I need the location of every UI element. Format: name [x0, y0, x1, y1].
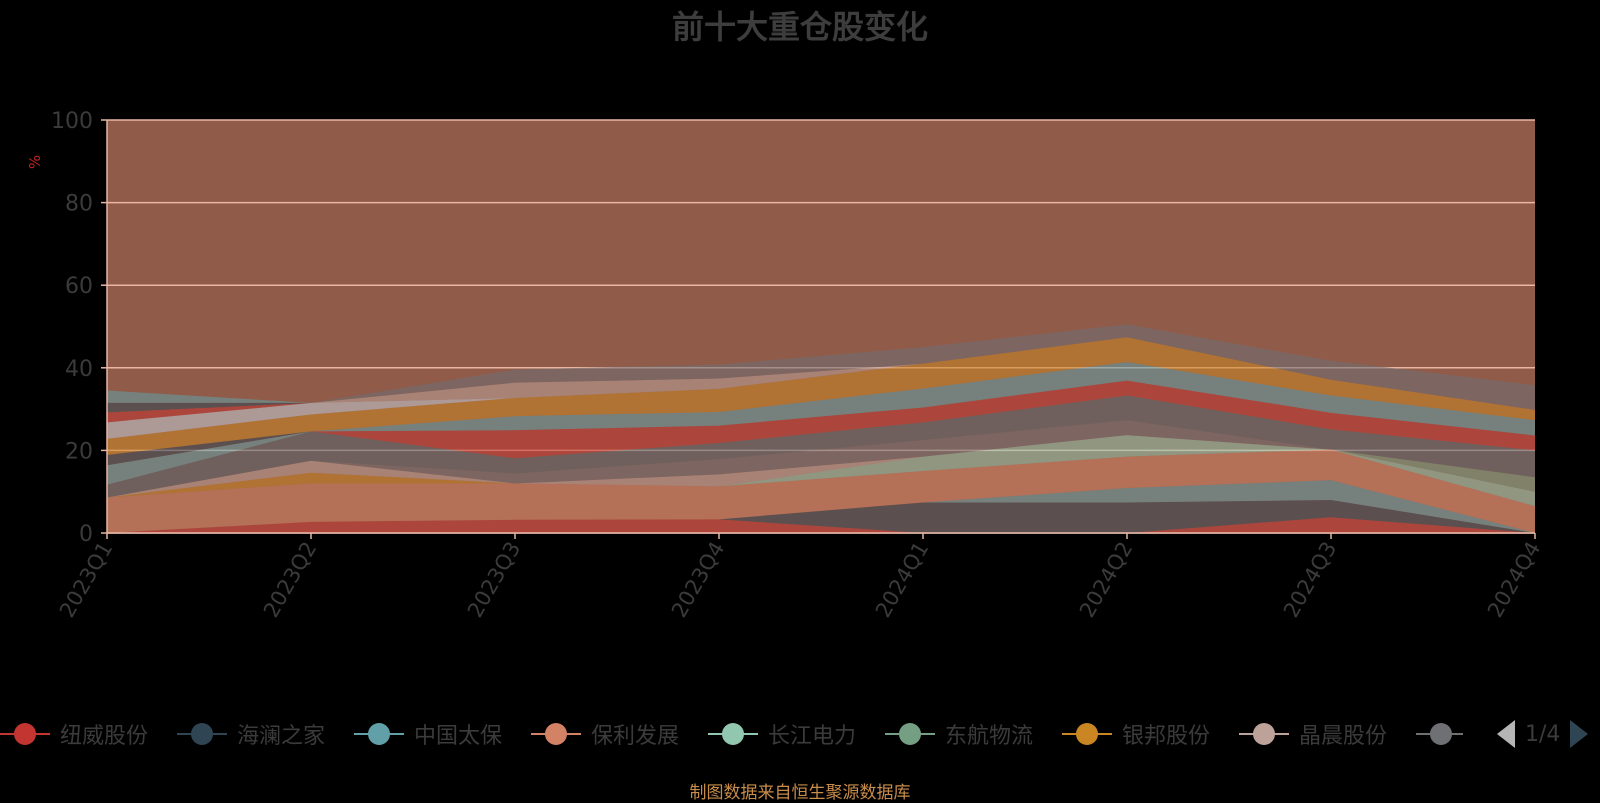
area-series-19[interactable] [107, 337, 1535, 410]
legend-page-indicator: 1/4 [1525, 721, 1561, 747]
legend-dot [368, 723, 390, 745]
area-series-10[interactable] [107, 395, 1535, 498]
chart-title: 前十大重仓股变化 [671, 8, 928, 46]
area-series-7[interactable] [107, 435, 1535, 498]
legend-marker-icon [1416, 712, 1463, 756]
area-series-15[interactable] [107, 337, 1535, 455]
legend-dot [1430, 723, 1452, 745]
area-series-5[interactable] [107, 435, 1535, 507]
chart-area: 0 20 40 60 80 100 2023Q1 2023Q2 2023Q3 2023Q4 202… [26, 109, 1545, 622]
legend-dot [14, 723, 36, 745]
y-tick-label: 60 [65, 274, 93, 299]
legend-item[interactable]: 东航物流 [885, 712, 1033, 756]
source-note: 制图数据来自恒生聚源数据库 [689, 783, 911, 803]
legend-item[interactable]: 银邦股份 [1062, 712, 1210, 756]
x-tick-label: 2023Q1 [55, 538, 117, 622]
legend-item[interactable]: 长江电力 [708, 712, 856, 756]
legend-item[interactable]: 晶晨股份 [1239, 712, 1387, 756]
area-series-12[interactable] [107, 380, 1535, 485]
legend-label: 银邦股份 [1122, 724, 1211, 749]
legend-label: 海澜之家 [237, 724, 326, 749]
y-tick-label: 40 [65, 357, 93, 382]
legend-prev-page-icon[interactable] [1497, 720, 1515, 748]
legend-dot [1253, 723, 1275, 745]
legend-label: 东航物流 [945, 724, 1034, 749]
legend-item[interactable]: 海澜之家 [177, 712, 325, 756]
legend-marker-icon [531, 712, 581, 756]
y-tick-label: 20 [65, 439, 93, 464]
area-series-21[interactable] [107, 324, 1535, 410]
y-axis-label: % [26, 155, 44, 169]
y-tick-label: 80 [65, 192, 93, 217]
legend-label: 中国太保 [414, 724, 503, 749]
legend-marker-icon [354, 712, 404, 756]
legend-dot [545, 723, 567, 745]
x-tick-label: 2024Q4 [1483, 538, 1545, 622]
area-series-18[interactable] [107, 337, 1535, 413]
area-series-8[interactable] [107, 435, 1535, 498]
x-tick-label: 2024Q2 [1075, 538, 1137, 622]
y-tick-label: 0 [79, 522, 93, 547]
legend-item[interactable]: 纽威股份 [0, 712, 148, 756]
area-series-1[interactable] [107, 517, 1535, 533]
legend-dot [722, 723, 744, 745]
legend-dot [1076, 723, 1098, 745]
legend-item[interactable] [1416, 712, 1463, 756]
legend-label: 保利发展 [591, 724, 680, 749]
legend-dot [899, 723, 921, 745]
legend-label: 长江电力 [768, 724, 857, 749]
x-tick-label: 2023Q4 [667, 538, 729, 622]
x-tick-label: 2023Q3 [463, 538, 525, 622]
legend-label: 晶晨股份 [1299, 724, 1388, 749]
area-series [107, 324, 1535, 533]
legend-dot [191, 723, 213, 745]
legend-marker-icon [885, 712, 935, 756]
x-tick-label: 2024Q3 [1279, 538, 1341, 622]
area-series-9[interactable] [107, 420, 1535, 498]
legend-marker-icon [177, 712, 227, 756]
legend-next-page-icon[interactable] [1570, 720, 1589, 748]
area-series-3[interactable] [107, 480, 1535, 533]
area-series-4[interactable] [107, 449, 1535, 533]
area-series-20[interactable] [107, 337, 1535, 410]
x-tick-label: 2023Q2 [259, 538, 321, 622]
legend-marker-icon [1062, 712, 1112, 756]
y-tick-label: 100 [51, 109, 93, 134]
x-tick-label: 2024Q1 [871, 538, 933, 622]
legend-item[interactable]: 保利发展 [531, 712, 679, 756]
legend: 纽威股份 海澜之家 中国太保 保利发展 长江电力 东航物流 银邦股份 晶晨股份 [0, 712, 1600, 756]
legend-marker-icon [708, 712, 758, 756]
legend-marker-icon [1239, 712, 1289, 756]
legend-item[interactable]: 中国太保 [354, 712, 502, 756]
legend-marker-icon [0, 712, 50, 756]
area-series-2[interactable] [107, 499, 1535, 533]
legend-label: 纽威股份 [60, 724, 149, 749]
legend-pager: 1/4 [1497, 712, 1589, 756]
legend-items: 纽威股份 海澜之家 中国太保 保利发展 长江电力 东航物流 银邦股份 晶晨股份 [0, 712, 1463, 756]
